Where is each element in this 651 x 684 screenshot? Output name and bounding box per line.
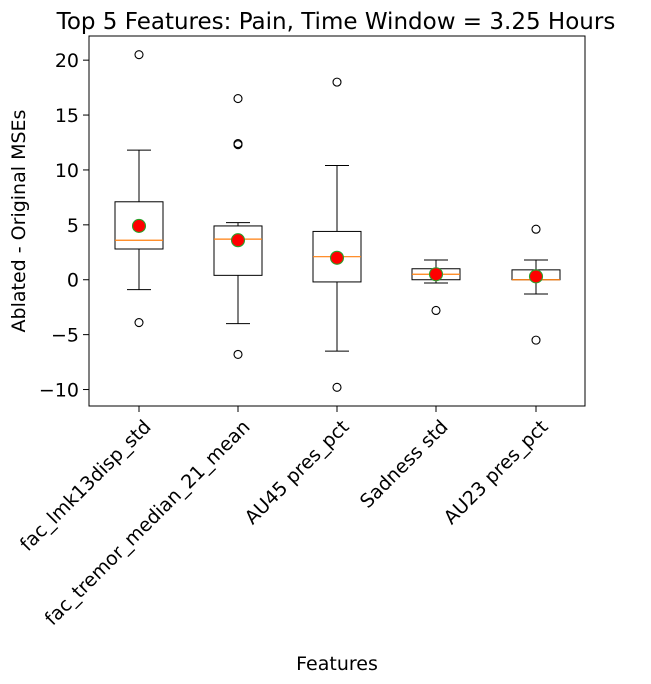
x-axis-label: Features: [296, 653, 378, 675]
y-tick-label: 10: [55, 160, 79, 182]
outlier-point: [233, 94, 243, 104]
plot-layer: [114, 50, 561, 392]
box-group-4: [411, 259, 461, 316]
y-tick-label: 20: [55, 50, 79, 72]
x-tick-label: Sadness std: [356, 416, 453, 513]
box-group-5: [511, 224, 561, 345]
x-tick-label: fac_tremor_median_21_mean: [41, 416, 255, 630]
outlier-point: [531, 224, 541, 234]
y-axis: 20 15 10 5 0 −5 −10: [39, 50, 89, 402]
x-tick-label: AU45 pres_pct: [241, 416, 354, 529]
iqr-box: [213, 225, 263, 276]
y-tick-label: −5: [51, 325, 79, 347]
mean-marker: [230, 233, 246, 248]
y-tick-label: 15: [55, 105, 79, 127]
mean-marker: [131, 218, 147, 233]
y-axis-label: Ablated - Original MSEs: [8, 110, 30, 333]
outlier-point: [233, 139, 243, 149]
box-group-3: [312, 77, 362, 392]
iqr-box: [114, 201, 164, 250]
outlier-point: [431, 305, 441, 316]
mean-marker: [428, 267, 444, 282]
x-tick-label: AU23 pres_pct: [440, 416, 553, 529]
box-group-1: [114, 50, 164, 328]
outlier-point: [332, 382, 342, 392]
box-group-2: [213, 94, 263, 359]
mean-marker: [329, 250, 345, 265]
mean-marker: [528, 269, 544, 284]
outlier-point: [233, 349, 243, 359]
chart-title: Top 5 Features: Pain, Time Window = 3.25…: [56, 9, 616, 35]
outlier-point: [531, 335, 541, 345]
outlier-point: [134, 50, 144, 60]
y-tick-label: 0: [67, 270, 79, 292]
outlier-point: [332, 77, 342, 87]
y-tick-label: −10: [39, 380, 79, 402]
outlier-point: [134, 318, 144, 328]
x-axis: fac_lmk13disp_stdfac_tremor_median_21_me…: [16, 406, 553, 630]
y-tick-label: 5: [67, 215, 79, 237]
